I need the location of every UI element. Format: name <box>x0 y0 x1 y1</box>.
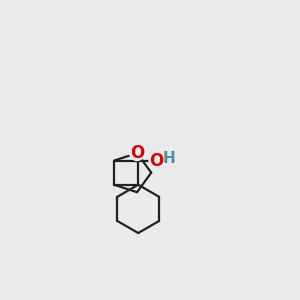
Text: O: O <box>149 152 164 169</box>
Text: O: O <box>130 144 144 162</box>
Text: H: H <box>162 151 175 166</box>
Circle shape <box>149 153 164 168</box>
Circle shape <box>130 146 144 160</box>
